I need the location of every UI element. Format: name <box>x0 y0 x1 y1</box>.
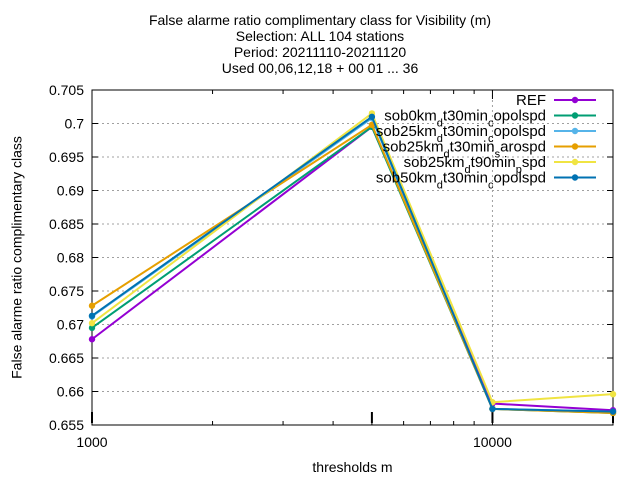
y-tick-label: 0.675 <box>49 283 84 299</box>
legend-swatch-marker <box>571 112 579 119</box>
chart-title-line-4: Used 00,06,12,18 + 00 01 ... 36 <box>221 60 419 76</box>
legend: REFsob0kmdt30mincopolspdsob25kmdt30minco… <box>376 92 596 192</box>
data-point <box>88 319 96 327</box>
legend-label: sob0kmdt30mincopolspd <box>384 108 546 130</box>
data-point <box>609 390 617 398</box>
legend-swatch-marker <box>571 127 579 135</box>
data-point <box>609 408 617 415</box>
y-tick-label: 0.66 <box>57 384 84 400</box>
legend-swatch-marker <box>571 143 579 150</box>
legend-swatch-marker <box>571 158 579 166</box>
y-tick-label: 0.69 <box>57 183 84 199</box>
chart-title-line-2: Selection: ALL 104 stations <box>235 28 405 44</box>
y-tick-label: 0.695 <box>49 149 84 165</box>
legend-swatch-marker <box>571 96 579 104</box>
y-tick-label: 0.68 <box>57 250 84 266</box>
grid <box>92 90 613 425</box>
y-tick-label: 0.685 <box>49 216 84 232</box>
data-point <box>88 302 96 309</box>
y-tick-label: 0.705 <box>49 82 84 98</box>
legend-label: sob25kmdt30minsarospd <box>383 139 546 161</box>
x-tick-label: 1000 <box>76 434 107 450</box>
data-point <box>88 336 96 343</box>
legend-label: sob25kmdt90minpspd <box>404 154 546 176</box>
y-tick-label: 0.655 <box>49 417 84 433</box>
legend-label: REF <box>516 92 546 109</box>
series-line <box>91 111 614 404</box>
y-tick-label: 0.665 <box>49 350 84 366</box>
series-line <box>91 115 614 413</box>
axes: 0.655 0.66 0.665 0.67 0.675 0.68 0.685 0.69 0.69… <box>49 82 614 450</box>
data-point <box>489 405 496 413</box>
x-tick-label: 10000 <box>473 434 512 450</box>
x-axis-label: thresholds m <box>312 459 392 475</box>
chart-title-line-1: False alarme ratio complimentary class f… <box>148 12 492 28</box>
legend-label: sob50kmdt30mincopolspd <box>376 170 546 192</box>
y-tick-label: 0.67 <box>57 317 84 333</box>
y-axis-label: False alarme ratio complimentary class <box>9 136 25 379</box>
legend-swatch-marker <box>571 174 579 181</box>
data-point <box>88 324 96 332</box>
series-lines <box>88 110 617 417</box>
data-point <box>88 312 96 319</box>
y-tick-label: 0.7 <box>65 116 85 132</box>
legend-label: sob25kmdt30mincopolspd <box>376 123 546 145</box>
chart-title-line-3: Period: 20211110-20211120 <box>233 44 407 60</box>
data-point <box>368 113 376 121</box>
